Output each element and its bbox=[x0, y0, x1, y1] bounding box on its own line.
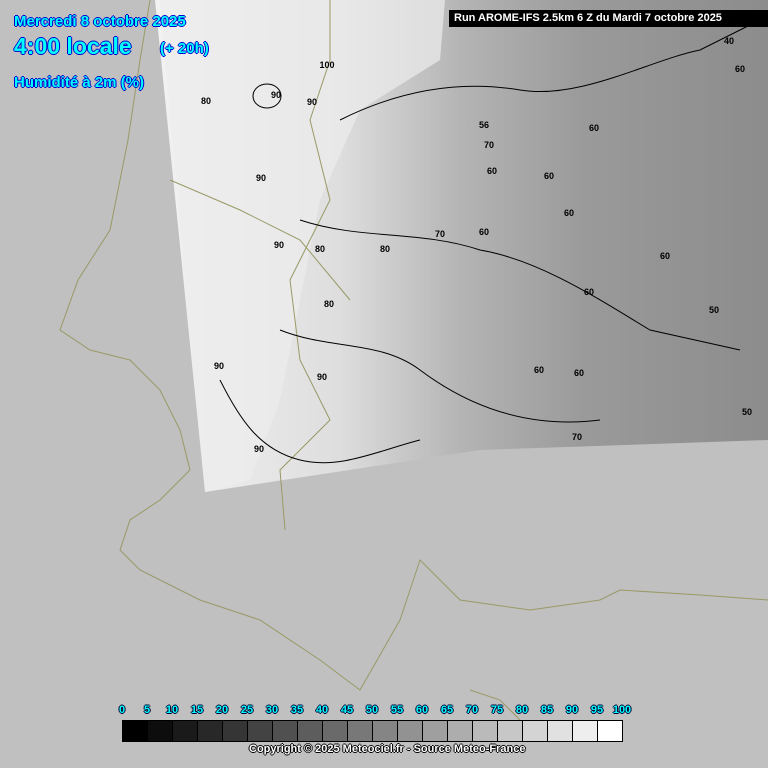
contour-label: 90 bbox=[317, 372, 327, 382]
legend-swatch bbox=[198, 721, 223, 741]
contour-label: 60 bbox=[584, 287, 594, 297]
legend-swatch bbox=[573, 721, 598, 741]
forecast-offset: (+ 20h) bbox=[160, 40, 209, 57]
legend-tick: 50 bbox=[365, 704, 379, 716]
contour-label: 50 bbox=[709, 305, 719, 315]
legend-swatch bbox=[323, 721, 348, 741]
legend-tick: 30 bbox=[265, 704, 279, 716]
coastline bbox=[59, 0, 768, 721]
legend-tick: 5 bbox=[143, 704, 151, 716]
contour-label: 60 bbox=[487, 166, 497, 176]
contour-label: 60 bbox=[589, 123, 599, 133]
contour-label: 60 bbox=[534, 365, 544, 375]
legend-tick: 25 bbox=[240, 704, 254, 716]
legend-swatch bbox=[298, 721, 323, 741]
contour-label: 60 bbox=[479, 227, 489, 237]
legend-tick: 55 bbox=[390, 704, 404, 716]
contour-label: 80 bbox=[315, 244, 325, 254]
legend-swatch bbox=[548, 721, 573, 741]
contour-label: 56 bbox=[479, 120, 489, 130]
legend-bar bbox=[122, 720, 623, 742]
legend-swatch bbox=[173, 721, 198, 741]
contour-label: 50 bbox=[742, 407, 752, 417]
legend-tick: 45 bbox=[340, 704, 354, 716]
humid-band bbox=[160, 0, 445, 492]
parameter-title: Humidité à 2m (%) bbox=[14, 74, 145, 91]
legend-swatch bbox=[123, 721, 148, 741]
legend-tick: 35 bbox=[290, 704, 304, 716]
run-info-banner: Run AROME-IFS 2.5km 6 Z du Mardi 7 octob… bbox=[449, 10, 768, 27]
contour-label-layer: 100 90 80 90 90 56 70 60 60 60 40 60 60 60 90 80 80 70 60 8… bbox=[201, 36, 752, 454]
contour-lines bbox=[219, 19, 761, 464]
legend-tick: 60 bbox=[415, 704, 429, 716]
contour-label: 90 bbox=[256, 173, 266, 183]
contour-label: 60 bbox=[544, 171, 554, 181]
contour-label: 80 bbox=[201, 96, 211, 106]
legend-tick: 15 bbox=[190, 704, 204, 716]
legend-tick: 85 bbox=[540, 704, 554, 716]
contour-label: 100 bbox=[319, 60, 334, 70]
contour-label: 90 bbox=[214, 361, 224, 371]
legend-tick: 10 bbox=[165, 704, 179, 716]
contour-label: 60 bbox=[574, 368, 584, 378]
contour-label: 60 bbox=[660, 251, 670, 261]
legend-swatch bbox=[598, 721, 622, 741]
contour-label: 70 bbox=[484, 140, 494, 150]
legend-swatch bbox=[423, 721, 448, 741]
legend-swatch bbox=[373, 721, 398, 741]
contour-label: 90 bbox=[254, 444, 264, 454]
contour-label: 90 bbox=[274, 240, 284, 250]
contour-label: 70 bbox=[435, 229, 445, 239]
legend-tick: 40 bbox=[315, 704, 329, 716]
legend-swatch bbox=[148, 721, 173, 741]
legend-swatch bbox=[223, 721, 248, 741]
contour-label: 90 bbox=[271, 90, 281, 100]
legend-tick: 90 bbox=[565, 704, 579, 716]
legend-tick: 80 bbox=[515, 704, 529, 716]
legend-swatch bbox=[523, 721, 548, 741]
copyright: Copyright © 2025 Meteociel.fr - Source M… bbox=[249, 743, 526, 755]
legend-tick: 75 bbox=[490, 704, 504, 716]
contour-label: 60 bbox=[735, 64, 745, 74]
contour-label: 90 bbox=[307, 97, 317, 107]
legend-tick: 95 bbox=[590, 704, 604, 716]
contour-label: 40 bbox=[724, 36, 734, 46]
contour-label: 80 bbox=[324, 299, 334, 309]
legend-swatch bbox=[348, 721, 373, 741]
legend-tick: 100 bbox=[612, 704, 632, 716]
contour-label: 70 bbox=[572, 432, 582, 442]
legend-swatch bbox=[448, 721, 473, 741]
legend-tick: 0 bbox=[118, 704, 126, 716]
legend-tick: 20 bbox=[215, 704, 229, 716]
contour-label: 60 bbox=[564, 208, 574, 218]
legend-swatch bbox=[273, 721, 298, 741]
forecast-time: 4:00 locale bbox=[14, 33, 132, 59]
forecast-date: Mercredi 8 octobre 2025 bbox=[14, 13, 186, 30]
legend-tick: 70 bbox=[465, 704, 479, 716]
legend-swatch bbox=[473, 721, 498, 741]
contour-label: 80 bbox=[380, 244, 390, 254]
legend-swatch bbox=[248, 721, 273, 741]
legend-tick: 65 bbox=[440, 704, 454, 716]
legend-swatch bbox=[498, 721, 523, 741]
legend-swatch bbox=[398, 721, 423, 741]
